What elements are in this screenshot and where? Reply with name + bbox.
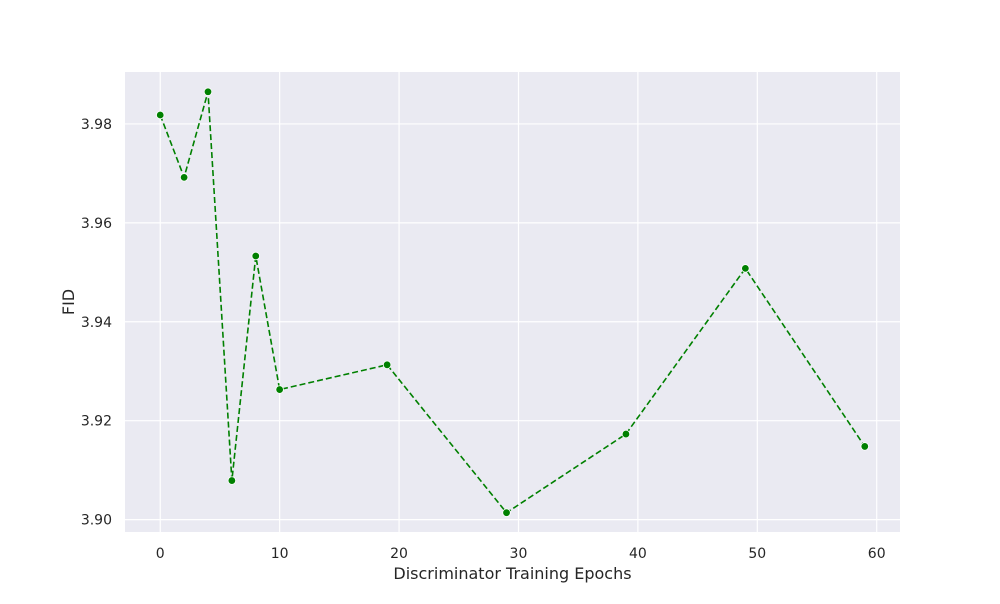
x-tick-label: 40 bbox=[629, 546, 647, 562]
data-point bbox=[275, 385, 284, 394]
data-point bbox=[251, 251, 260, 261]
data-point bbox=[860, 442, 869, 451]
data-point bbox=[156, 110, 165, 120]
data-point bbox=[502, 508, 511, 517]
plot-area bbox=[125, 72, 900, 532]
tick-labels: 0 10 20 30 40 50 60 3.90 3.92 3.94 3.96 3.98 bbox=[81, 117, 886, 562]
y-tick-label: 3.94 bbox=[81, 315, 112, 331]
x-tick-label: 20 bbox=[390, 546, 408, 562]
y-tick-label: 3.96 bbox=[81, 216, 112, 232]
data-point bbox=[741, 264, 750, 273]
series-line bbox=[159, 91, 866, 514]
data-point bbox=[621, 429, 631, 439]
series-layer bbox=[156, 87, 869, 517]
grid-lines bbox=[125, 72, 900, 532]
x-tick-label: 0 bbox=[156, 546, 165, 562]
data-point bbox=[179, 173, 189, 182]
data-point bbox=[382, 360, 392, 370]
data-point bbox=[203, 87, 213, 96]
y-tick-label: 3.92 bbox=[81, 414, 112, 430]
x-axis-label: Discriminator Training Epochs bbox=[393, 564, 631, 583]
x-tick-label: 30 bbox=[510, 546, 528, 562]
y-tick-label: 3.98 bbox=[81, 117, 112, 133]
y-axis-label: FID bbox=[59, 289, 78, 315]
y-tick-label: 3.90 bbox=[81, 513, 112, 529]
data-point bbox=[227, 476, 237, 485]
x-tick-label: 50 bbox=[748, 546, 766, 562]
x-tick-label: 10 bbox=[271, 546, 289, 562]
x-tick-label: 60 bbox=[868, 546, 886, 562]
